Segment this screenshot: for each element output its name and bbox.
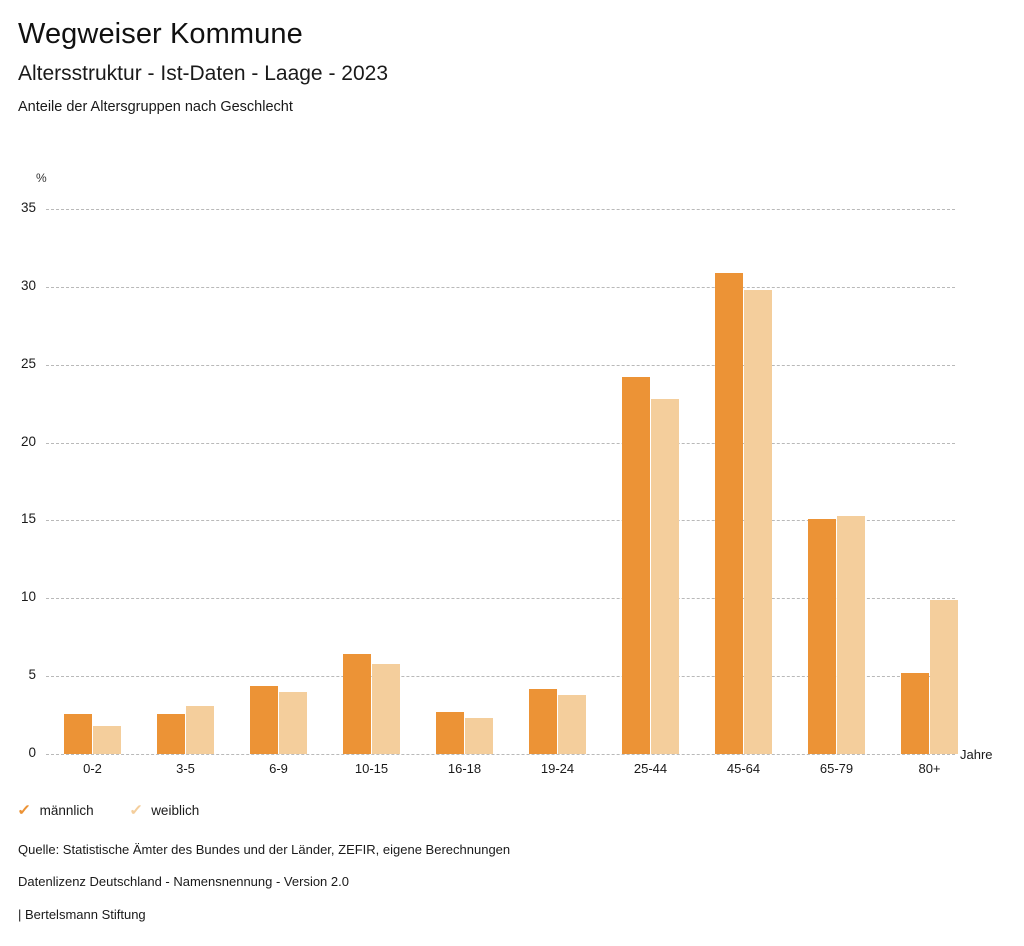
bar-weiblich[interactable] <box>558 694 586 754</box>
bars-layer <box>46 209 958 754</box>
x-axis-tick-label: 65-79 <box>819 761 854 776</box>
bar-maennlich[interactable] <box>529 688 557 754</box>
gridline <box>46 676 955 678</box>
gridline <box>46 754 955 755</box>
x-axis-tick-label: 45-64 <box>726 761 761 776</box>
bar-weiblich[interactable] <box>372 663 400 754</box>
bar-weiblich[interactable] <box>744 289 772 754</box>
bar-maennlich[interactable] <box>343 654 371 754</box>
bar-maennlich[interactable] <box>715 272 743 754</box>
bar-weiblich[interactable] <box>930 599 958 754</box>
plot-area <box>46 209 958 755</box>
x-axis-tick-label: 25-44 <box>633 761 668 776</box>
gridline <box>46 209 955 210</box>
y-axis-tick-label: 20 <box>20 433 36 449</box>
y-axis-tick-label: 30 <box>20 277 36 293</box>
x-axis-tick-label: 19-24 <box>540 761 575 776</box>
legend-item-weiblich[interactable]: ✓ weiblich <box>128 802 200 819</box>
bar-weiblich[interactable] <box>651 398 679 754</box>
bar-group <box>622 209 679 754</box>
y-axis-tick-label: 25 <box>20 355 36 371</box>
bar-group <box>901 209 958 754</box>
bar-group <box>250 209 307 754</box>
bar-maennlich[interactable] <box>436 711 464 754</box>
chart-description: Anteile der Altersgruppen nach Geschlech… <box>18 99 293 116</box>
x-axis-tick-label: 3-5 <box>176 761 195 776</box>
bar-group <box>64 209 121 754</box>
y-axis-tick-label: 5 <box>28 667 36 683</box>
gridline <box>46 442 955 444</box>
x-axis-label: Jahre <box>960 747 993 762</box>
bar-weiblich[interactable] <box>93 725 121 754</box>
x-axis-tick-label: 0-2 <box>83 761 102 776</box>
gridline <box>46 598 955 600</box>
chart-subtitle: Altersstruktur - Ist-Daten - Laage - 202… <box>18 62 388 86</box>
x-axis-tick-label: 6-9 <box>269 761 288 776</box>
page-title: Wegweiser Kommune <box>18 18 303 50</box>
legend-label: weiblich <box>151 803 200 818</box>
bar-maennlich[interactable] <box>64 713 92 754</box>
x-axis-tick-label: 16-18 <box>447 761 482 776</box>
x-axis-tick-label: 80+ <box>918 761 941 776</box>
bar-maennlich[interactable] <box>901 673 929 754</box>
y-axis-tick-label: 15 <box>20 511 36 527</box>
bar-weiblich[interactable] <box>837 515 865 754</box>
chart-footer: Quelle: Statistische Ämter des Bundes un… <box>18 842 918 922</box>
footer-source: Quelle: Statistische Ämter des Bundes un… <box>18 842 511 857</box>
y-axis-tick-label: 10 <box>20 589 36 605</box>
bar-group <box>529 209 586 754</box>
x-axis-tick-label: 10-15 <box>354 761 389 776</box>
legend-label: männlich <box>39 803 94 818</box>
bar-maennlich[interactable] <box>808 518 836 754</box>
gridline <box>46 520 955 522</box>
gridline <box>46 364 955 366</box>
check-icon: ✓ <box>128 802 144 819</box>
gridline <box>46 286 955 288</box>
bar-group <box>715 209 772 754</box>
footer-publisher: | Bertelsmann Stiftung <box>18 906 146 922</box>
y-axis-unit-label: % <box>36 171 47 185</box>
y-axis-tick-label: 0 <box>28 745 36 760</box>
bar-maennlich[interactable] <box>622 377 650 754</box>
bar-group <box>343 209 400 754</box>
bar-maennlich[interactable] <box>250 685 278 754</box>
bar-weiblich[interactable] <box>186 705 214 754</box>
bar-group <box>157 209 214 754</box>
y-axis-tick-label: 35 <box>20 200 36 215</box>
bar-group <box>436 209 493 754</box>
legend-item-maennlich[interactable]: ✓ männlich <box>17 802 94 819</box>
bar-weiblich[interactable] <box>465 718 493 754</box>
bar-maennlich[interactable] <box>157 713 185 754</box>
footer-license: Datenlizenz Deutschland - Namensnennung … <box>18 874 349 890</box>
check-icon: ✓ <box>17 802 32 819</box>
bar-weiblich[interactable] <box>279 691 307 754</box>
bar-group <box>808 209 865 754</box>
chart-legend: ✓ männlich ✓ weiblich <box>17 802 200 819</box>
chart-header: Wegweiser Kommune Altersstruktur - Ist-D… <box>0 0 1024 116</box>
